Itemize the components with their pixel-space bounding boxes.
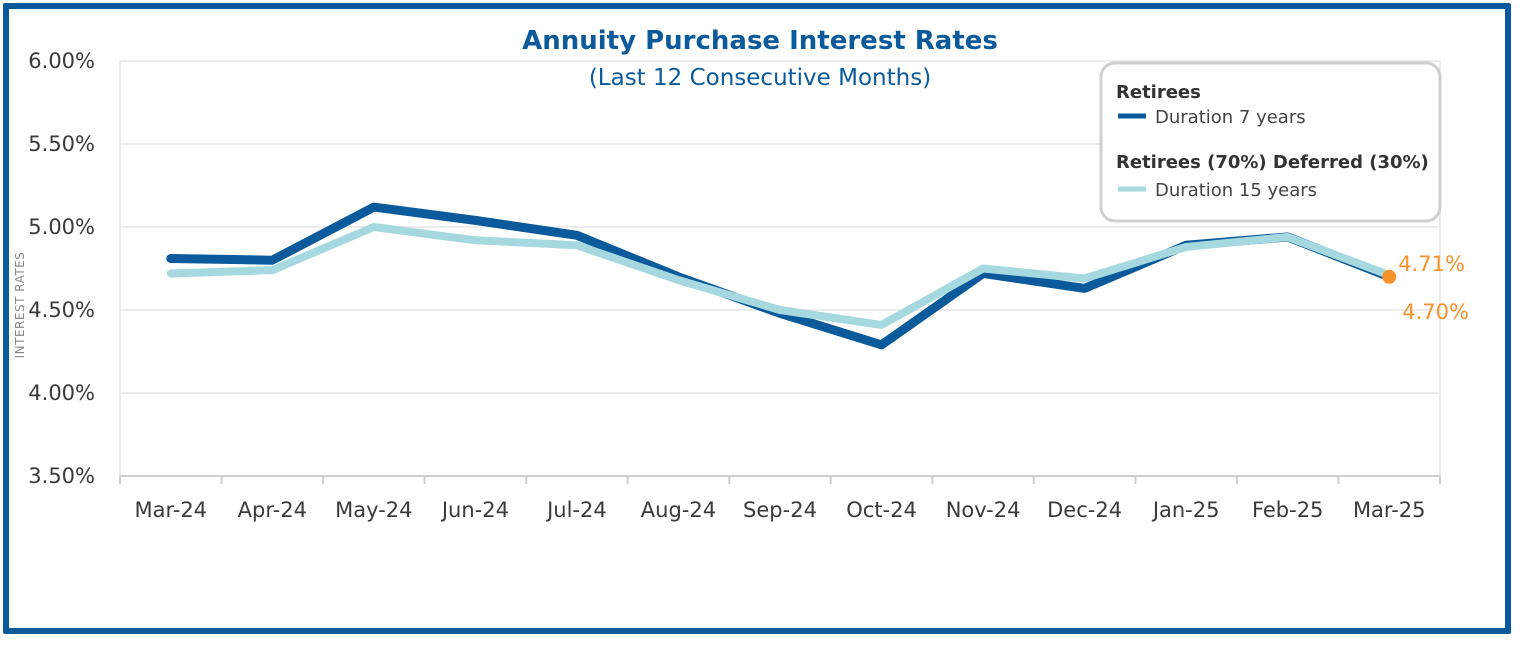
legend-series-1-name: Retirees xyxy=(1116,82,1201,103)
y-tick-label: 6.00% xyxy=(28,49,95,73)
x-tick-label: Apr-24 xyxy=(238,498,307,522)
x-tick-label: Jun-24 xyxy=(440,498,509,522)
y-axis-ticks: 6.00% 5.50% 5.00% 4.50% 4.00% 3.50% xyxy=(28,49,95,488)
legend-series-2-name: Retirees (70%) Deferred (30%) xyxy=(1116,152,1429,173)
y-tick-label: 4.50% xyxy=(28,298,95,322)
legend-box xyxy=(1099,61,1442,223)
x-tick-label: Mar-25 xyxy=(1353,498,1426,522)
y-axis-label: INTEREST RATES xyxy=(13,252,27,359)
series-line-2 xyxy=(166,223,1394,329)
x-tick-label: May-24 xyxy=(335,498,412,522)
legend-series-1-label: Duration 7 years xyxy=(1155,107,1306,128)
y-tick-label: 5.50% xyxy=(28,132,95,156)
end-point-marker xyxy=(1382,269,1397,284)
x-axis: Mar-24 Apr-24 May-24 Jun-24 Jul-24 Aug-24 Sep-… xyxy=(119,475,1441,522)
end-annotations: 4.71% 4.70% xyxy=(1382,252,1469,324)
chart-subtitle: (Last 12 Consecutive Months) xyxy=(589,65,931,91)
x-tick-label: Oct-24 xyxy=(846,498,917,522)
x-tick-label: Mar-24 xyxy=(134,498,207,522)
x-tick-label: Feb-25 xyxy=(1252,498,1323,522)
series-lines xyxy=(166,202,1394,350)
y-tick-label: 4.00% xyxy=(28,381,95,405)
x-tick-label: Nov-24 xyxy=(946,498,1021,522)
chart-title: Annuity Purchase Interest Rates xyxy=(522,26,998,56)
x-tick-label: Dec-24 xyxy=(1047,498,1122,522)
x-tick-label: Jan-25 xyxy=(1151,498,1220,522)
y-tick-label: 3.50% xyxy=(28,464,95,488)
x-tick-label: Sep-24 xyxy=(743,498,817,522)
y-tick-label: 5.00% xyxy=(28,215,95,239)
legend-series-2-label: Duration 15 years xyxy=(1155,180,1317,201)
x-tick-label: Aug-24 xyxy=(641,498,716,522)
end-label-dark: 4.70% xyxy=(1402,300,1469,324)
end-label-light: 4.71% xyxy=(1398,252,1465,276)
legend: Retirees Duration 7 years Retirees (70%)… xyxy=(1099,61,1442,223)
x-tick-label: Jul-24 xyxy=(545,498,607,522)
